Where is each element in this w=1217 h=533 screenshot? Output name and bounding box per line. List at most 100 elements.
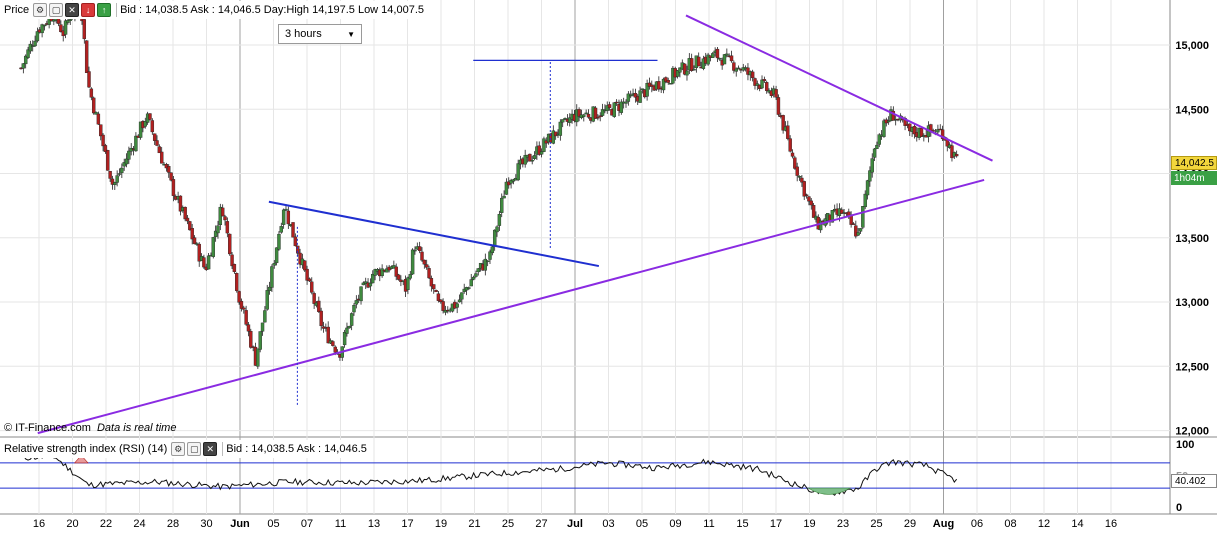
candle-body [523, 155, 527, 165]
candle-body [774, 89, 778, 98]
candle-body [729, 55, 734, 62]
candle-body [870, 158, 874, 173]
candle-body [138, 121, 143, 138]
x-tick-label: 27 [535, 518, 547, 530]
candle-body [267, 286, 272, 291]
candle-body [124, 158, 129, 165]
candle-body [469, 279, 473, 287]
candle-body [303, 260, 307, 271]
candle-body [432, 284, 436, 290]
candle-body [504, 181, 509, 195]
candle-body [279, 226, 283, 233]
candle-body [495, 226, 499, 233]
candle-body [818, 220, 823, 231]
candle-body [26, 49, 30, 58]
candle-body [40, 24, 44, 34]
close-icon[interactable]: ✕ [65, 3, 80, 17]
x-tick-label: 24 [133, 518, 145, 530]
rsi-tick-label: 100 [1176, 439, 1194, 451]
x-tick-label: Jun [230, 518, 250, 530]
candle-body [190, 228, 194, 240]
x-tick-label: 22 [100, 518, 112, 530]
candle-body [298, 252, 302, 265]
x-tick-label: 25 [870, 518, 882, 530]
candle-body [500, 197, 504, 213]
candle-body [115, 175, 119, 183]
sell-arrow-icon[interactable]: ↓ [81, 3, 96, 17]
candle-body [629, 94, 633, 97]
candle-body [722, 54, 727, 65]
candle-body [488, 251, 492, 260]
candle-body [467, 287, 471, 289]
candle-body [188, 221, 192, 231]
candle-body [471, 276, 476, 280]
y-tick-label: 13,500 [1175, 233, 1209, 245]
candle-body [762, 79, 767, 82]
candle-body [537, 145, 541, 155]
candle-body [577, 109, 581, 117]
candle-body [239, 300, 244, 309]
candle-body [624, 101, 628, 104]
rsi-panel-header: Relative strength index (RSI) (14) ⚙ ▢ ✕… [0, 440, 371, 458]
candle-body [441, 301, 445, 311]
candle-body [539, 151, 544, 155]
timeframe-select[interactable]: 3 hours ▼ [278, 24, 362, 44]
candle-body [596, 116, 600, 119]
resistance-trendline [685, 14, 993, 162]
candle-body [155, 140, 159, 146]
candle-body [600, 109, 605, 116]
candle-body [854, 225, 858, 237]
candle-body [263, 310, 267, 323]
candle-body [732, 62, 736, 71]
candle-body [33, 40, 37, 47]
candle-body [272, 263, 276, 266]
candle-body [509, 179, 513, 184]
candle-body [270, 266, 274, 288]
candle-body [396, 274, 401, 280]
maximize-icon[interactable]: ▢ [49, 3, 64, 17]
candle-body [21, 63, 26, 69]
candle-body [485, 260, 490, 262]
y-tick-label: 12,500 [1175, 361, 1209, 373]
last-price-tag: 14,042.5 [1171, 156, 1217, 170]
candle-body [120, 167, 124, 173]
candle-body [331, 341, 335, 346]
candle-body [342, 331, 347, 346]
candle-body [319, 310, 323, 327]
wrench-icon[interactable]: ⚙ [171, 442, 186, 456]
close-icon[interactable]: ✕ [203, 442, 218, 456]
maximize-icon[interactable]: ▢ [187, 442, 202, 456]
candle-body [286, 210, 291, 225]
candle-body [99, 124, 103, 137]
candle-body [230, 254, 234, 267]
buy-arrow-icon[interactable]: ↑ [97, 3, 112, 17]
candle-body [802, 181, 806, 197]
wrench-icon[interactable]: ⚙ [33, 3, 48, 17]
rsi-title: Relative strength index (RSI) (14) [4, 443, 168, 455]
candle-body [235, 273, 239, 291]
candle-body [804, 194, 809, 196]
candle-body [530, 159, 534, 162]
candle-body [211, 237, 215, 257]
candle-body [159, 151, 164, 164]
x-tick-label: 29 [904, 518, 916, 530]
x-tick-label: 17 [770, 518, 782, 530]
x-tick-label: 11 [703, 518, 714, 530]
candle-body [103, 145, 108, 152]
candle-body [830, 209, 835, 223]
candle-body [551, 130, 556, 144]
candle-body [256, 348, 260, 367]
candle-body [809, 200, 813, 206]
candle-body [284, 208, 288, 211]
candle-body [28, 43, 33, 52]
candle-body [811, 205, 816, 218]
candle-body [558, 121, 563, 136]
x-tick-label: 17 [401, 518, 413, 530]
candle-body [347, 325, 351, 329]
candle-body [94, 112, 98, 115]
credit-note: Data is real time [96, 422, 177, 434]
candle-body [685, 70, 689, 76]
rsi-oversold-area [807, 487, 852, 495]
candle-body [274, 247, 279, 264]
price-quote: Bid : 14,038.5 Ask : 14,046.5 Day:High 1… [120, 4, 425, 16]
